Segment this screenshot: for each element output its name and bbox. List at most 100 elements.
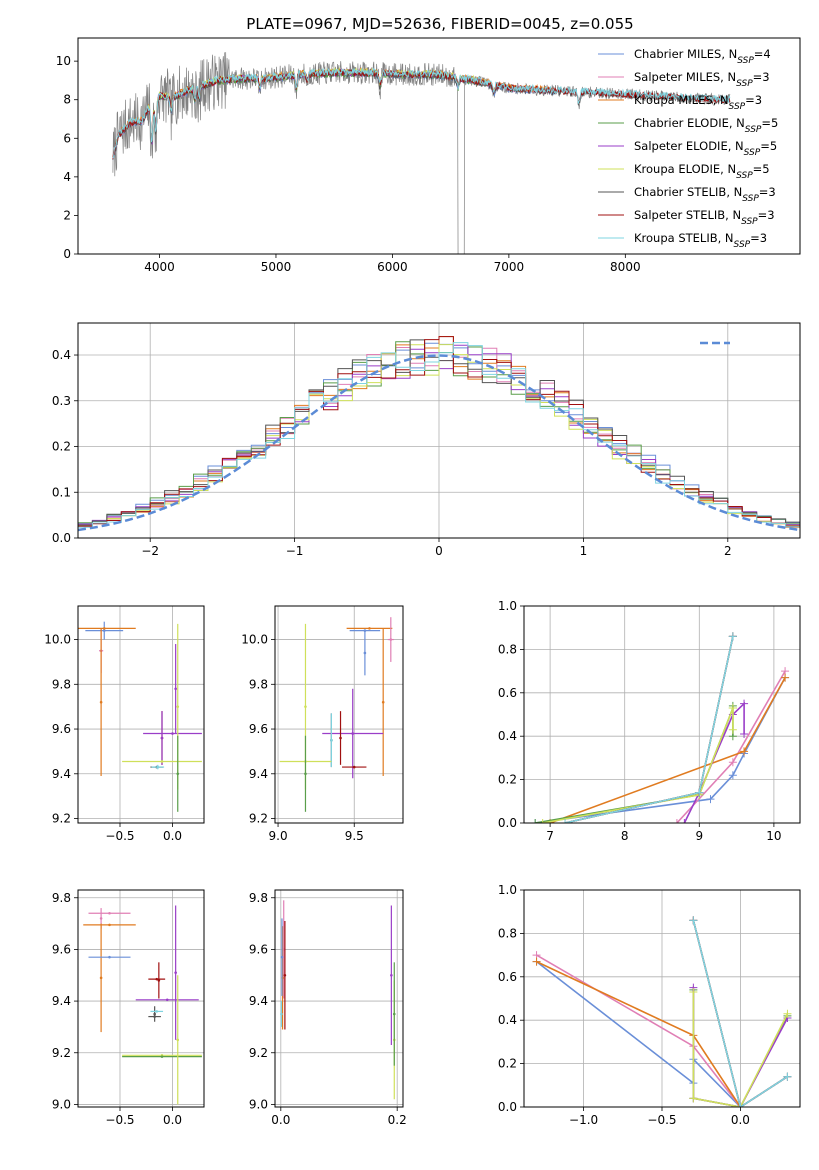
errorbar-point bbox=[304, 772, 307, 776]
y-tick-label: 1.0 bbox=[498, 883, 517, 897]
y-tick-label: 9.2 bbox=[52, 812, 71, 826]
axes-frame-weight_vs_Z bbox=[523, 889, 801, 1108]
errorbar-point bbox=[390, 973, 393, 977]
y-tick-label: 9.6 bbox=[249, 722, 268, 736]
errorbar-point bbox=[174, 687, 177, 691]
y-tick-label: 0.2 bbox=[498, 1057, 517, 1071]
errorbar-point bbox=[330, 738, 333, 742]
x-tick-label: 0.0 bbox=[163, 829, 182, 843]
y-tick-label: 0.2 bbox=[52, 440, 71, 454]
legend-label: Kroupa STELIB, NSSP=3 bbox=[634, 231, 767, 250]
x-tick-label: −2 bbox=[141, 544, 159, 558]
y-tick-label: 0.8 bbox=[498, 642, 517, 656]
x-tick-label: 9.0 bbox=[269, 829, 288, 843]
y-tick-label: 0.4 bbox=[498, 729, 517, 743]
mass-weight-marker bbox=[728, 771, 737, 780]
errorbar-point bbox=[160, 1055, 164, 1058]
x-tick-label: 2 bbox=[724, 544, 732, 558]
legend-label: Salpeter MILES, NSSP=3 bbox=[634, 70, 770, 89]
errorbar-point bbox=[171, 732, 174, 735]
y-tick-label: 0 bbox=[63, 247, 71, 261]
mass-weight-marker bbox=[728, 632, 737, 641]
y-tick-label: 9.8 bbox=[52, 677, 71, 691]
axes-frame-spectrum bbox=[77, 37, 801, 255]
mass-weight-marker bbox=[532, 957, 541, 966]
errorbar-point bbox=[108, 923, 111, 927]
errorbar-point bbox=[381, 700, 385, 704]
y-tick-label: 0.6 bbox=[498, 970, 517, 984]
errorbar-point bbox=[156, 765, 160, 769]
errorbar-point bbox=[155, 1010, 159, 1013]
errorbar-point bbox=[155, 977, 159, 981]
errorbar-point bbox=[165, 998, 169, 1002]
mass-weight-marker bbox=[689, 1094, 698, 1103]
y-tick-label: 0.1 bbox=[52, 485, 71, 499]
model-spectrum-line bbox=[112, 67, 731, 159]
y-tick-label: 0.0 bbox=[52, 531, 71, 545]
x-tick-label: 0 bbox=[435, 544, 443, 558]
errorbar-point bbox=[283, 973, 287, 977]
y-tick-label: 9.2 bbox=[52, 1046, 71, 1060]
errorbar-point bbox=[102, 629, 106, 632]
plot-area-age_vs_mass bbox=[279, 617, 394, 812]
errorbar-point bbox=[392, 1012, 396, 1016]
mass-weight-marker bbox=[561, 819, 570, 823]
x-tick-label: −0.5 bbox=[105, 1113, 134, 1127]
y-tick-label: 9.2 bbox=[249, 812, 268, 826]
errorbar-point bbox=[99, 700, 103, 704]
mass-weight-marker bbox=[728, 725, 737, 734]
axes-frame-residuals bbox=[77, 322, 801, 539]
x-tick-label: 0.0 bbox=[163, 1113, 182, 1127]
panel-residuals: −2 −1 0 1 2 0.0 0.1 0.2 0.3 0.4 bbox=[52, 322, 801, 558]
y-tick-label: 2 bbox=[63, 208, 71, 222]
plot-area-age_vs_Z bbox=[78, 621, 202, 812]
mass-weight-marker bbox=[740, 730, 749, 739]
mass-weight-marker bbox=[531, 819, 540, 823]
x-tick-label: −0.5 bbox=[647, 1113, 676, 1127]
panel-mass_vs_Z: −0.5 0.0 9.0 9.2 9.4 9.6 9.8 bbox=[52, 889, 205, 1127]
legend-label: Kroupa MILES, NSSP=3 bbox=[634, 93, 762, 112]
axes-frame-age_vs_mass bbox=[274, 605, 404, 824]
mass-weight-marker bbox=[736, 1103, 745, 1107]
mass-weight-marker bbox=[728, 758, 737, 767]
errorbar-point bbox=[304, 705, 307, 708]
panel-mass_vs_ebv: 0.0 0.2 9.0 9.2 9.4 9.6 9.8 bbox=[249, 889, 407, 1127]
y-tick-label: 9.2 bbox=[249, 1046, 268, 1060]
x-tick-label: 7 bbox=[546, 829, 554, 843]
mass-weight-marker bbox=[695, 788, 704, 797]
errorbar-point bbox=[280, 1012, 283, 1016]
mass-weight-marker bbox=[672, 819, 681, 823]
errorbar-point bbox=[351, 732, 355, 735]
errorbar-point bbox=[176, 1038, 180, 1042]
axes-frame-weight_vs_age bbox=[523, 605, 801, 824]
y-tick-label: 9.4 bbox=[52, 767, 71, 781]
y-tick-label: 10.0 bbox=[241, 633, 268, 647]
y-tick-label: 0.0 bbox=[498, 816, 517, 830]
plot-area-mass_vs_ebv bbox=[280, 900, 396, 1100]
y-tick-label: 4 bbox=[63, 170, 71, 184]
mass-weight-marker bbox=[680, 819, 689, 823]
plot-area-residuals bbox=[78, 336, 800, 532]
mass-weight-marker bbox=[783, 1009, 792, 1018]
x-tick-label: −1 bbox=[286, 544, 304, 558]
legend-label: Salpeter STELIB, NSSP=3 bbox=[634, 208, 775, 227]
x-tick-label: 0.0 bbox=[271, 1113, 290, 1127]
y-tick-label: 0.4 bbox=[498, 1013, 517, 1027]
errorbar-point bbox=[176, 772, 180, 776]
errorbar-point bbox=[174, 971, 177, 974]
axes-frame-mass_vs_Z bbox=[77, 889, 205, 1108]
mass-weight-line bbox=[542, 707, 734, 823]
mass-weight-marker bbox=[538, 819, 547, 823]
y-tick-label: 9.8 bbox=[249, 891, 268, 905]
y-tick-label: 8 bbox=[63, 93, 71, 107]
errorbar-point bbox=[160, 736, 164, 740]
mass-weight-line bbox=[692, 992, 789, 1107]
plot-area-weight_vs_age bbox=[531, 632, 790, 823]
y-tick-label: 0.0 bbox=[498, 1100, 517, 1114]
legend-label: Chabrier MILES, NSSP=4 bbox=[634, 47, 771, 66]
x-tick-label: 4000 bbox=[144, 260, 175, 274]
y-tick-label: 10.0 bbox=[44, 633, 71, 647]
y-tick-label: 9.6 bbox=[249, 942, 268, 956]
plot-area-mass_vs_Z bbox=[83, 905, 202, 1105]
errorbar-point bbox=[99, 976, 103, 980]
